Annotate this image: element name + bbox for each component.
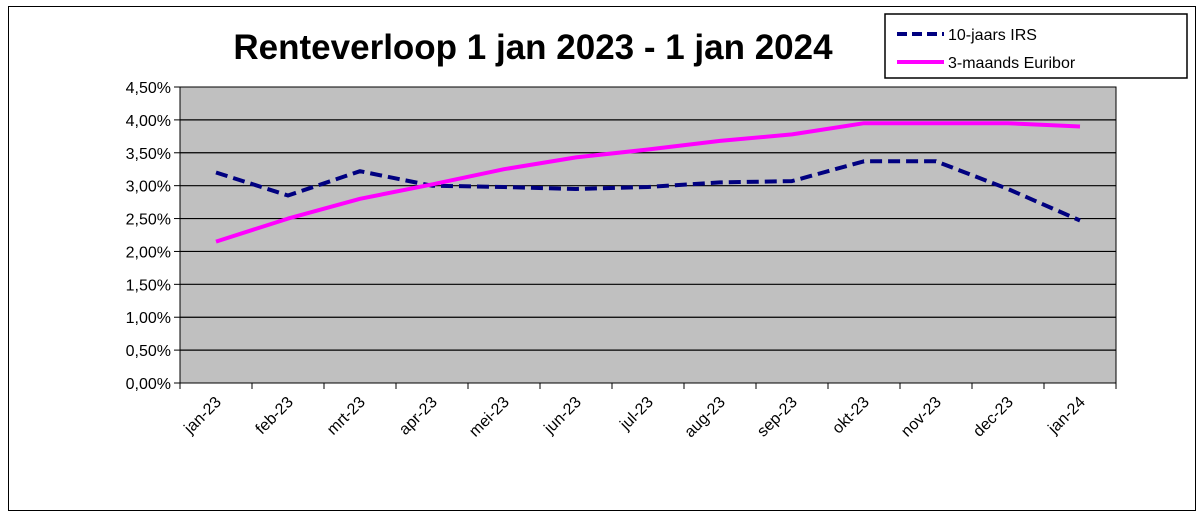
- legend: 10-jaars IRS 3-maands Euribor: [884, 13, 1188, 79]
- x-tick-label: okt-23: [829, 394, 873, 438]
- y-tick-label: 3,00%: [126, 179, 171, 196]
- series-line-irs: [215, 159, 1081, 223]
- y-tick-label: 1,50%: [126, 277, 171, 294]
- x-tick-label: mei-23: [466, 394, 513, 441]
- y-tick-label: 1,00%: [126, 310, 171, 327]
- y-tick-label: 0,00%: [126, 376, 171, 393]
- chart-svg: Renteverloop 1 jan 2023 - 1 jan 2024 0,0…: [126, 13, 1188, 441]
- y-tick-label: 4,50%: [126, 80, 171, 97]
- x-tick-label: jan-24: [1045, 394, 1089, 438]
- x-tick-label: jul-23: [616, 394, 656, 434]
- x-tick-label: aug-23: [682, 394, 729, 441]
- x-tick-label: apr-23: [396, 394, 441, 439]
- y-tick-label: 0,50%: [126, 343, 171, 360]
- legend-box: [884, 13, 1188, 79]
- chart-title: Renteverloop 1 jan 2023 - 1 jan 2024: [233, 28, 833, 67]
- legend-label-irs: 10-jaars IRS: [948, 27, 1037, 44]
- x-tick-label: jan-23: [181, 394, 225, 438]
- x-tick-label: mrt-23: [324, 394, 369, 439]
- series-line-euribor: [215, 121, 1081, 244]
- plot-background: [179, 86, 1117, 384]
- x-tick-label: nov-23: [898, 394, 945, 441]
- y-tick-label: 3,50%: [126, 146, 171, 163]
- x-tick-label: sep-23: [754, 394, 801, 441]
- legend-label-euribor: 3-maands Euribor: [948, 55, 1076, 72]
- chart-frame: Renteverloop 1 jan 2023 - 1 jan 2024 0,0…: [8, 6, 1196, 511]
- y-tick-label: 4,00%: [126, 113, 171, 130]
- x-tick-label: feb-23: [253, 394, 297, 438]
- x-tick-label: jun-23: [541, 394, 585, 438]
- plot-area: 0,00% 0,50% 1,00% 1,50% 2,00% 2,50% 3,00% 3,50%…: [126, 80, 1117, 441]
- y-tick-label: 2,00%: [126, 244, 171, 261]
- x-tick-label: dec-23: [970, 394, 1017, 441]
- y-tick-label: 2,50%: [126, 212, 171, 229]
